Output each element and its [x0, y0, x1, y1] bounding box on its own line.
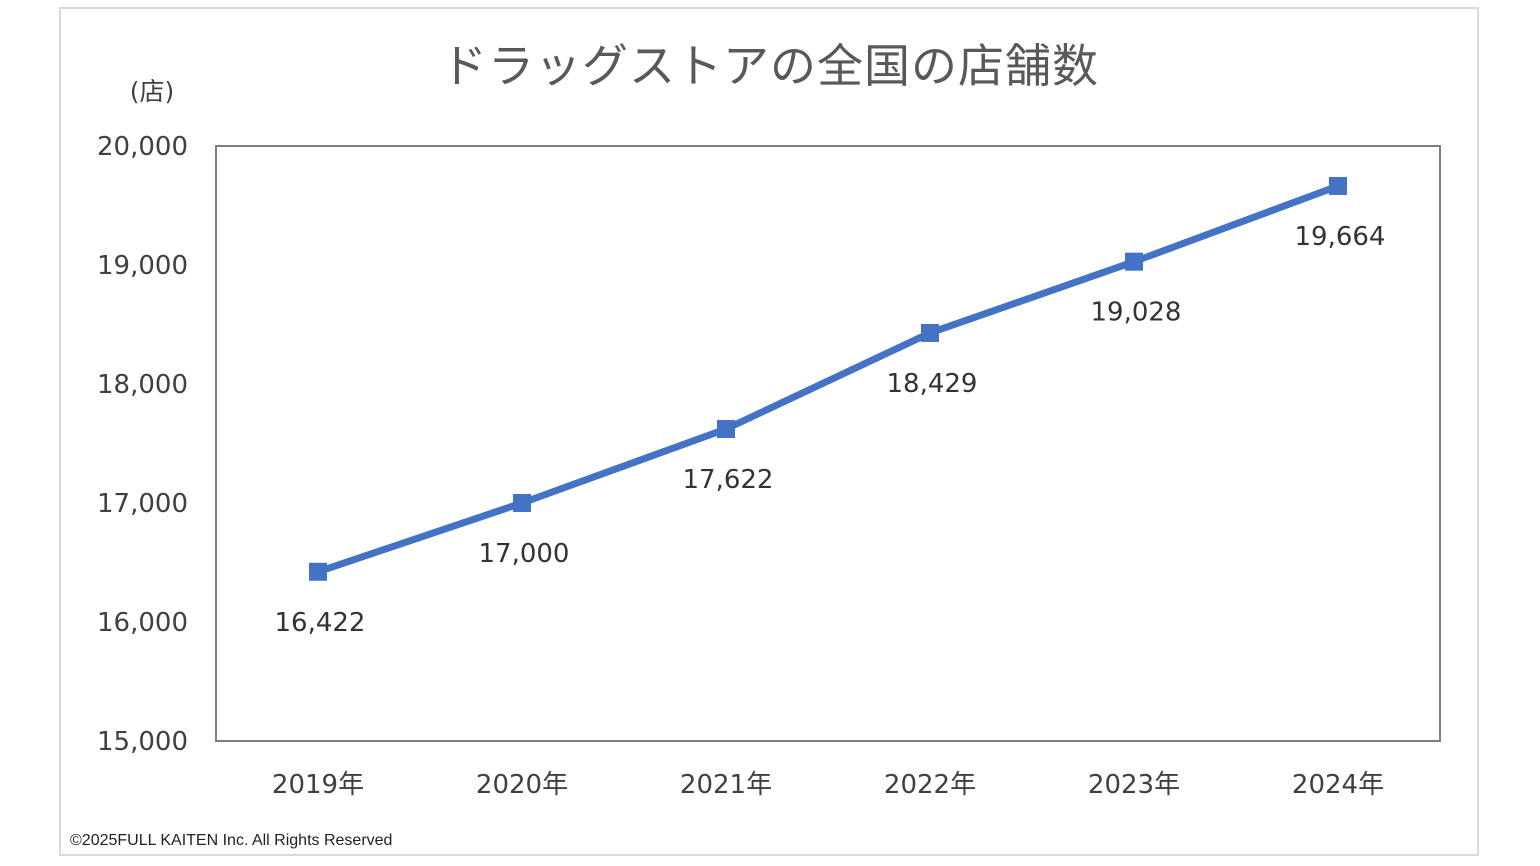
data-point-marker	[309, 562, 327, 581]
data-label: 18,429	[887, 369, 978, 399]
data-label: 19,028	[1091, 298, 1182, 328]
data-point-marker	[1125, 252, 1143, 271]
data-point-marker	[513, 494, 531, 512]
series-line	[316, 182, 1340, 576]
chart-frame	[59, 7, 1479, 856]
y-tick-label: 18,000	[97, 370, 188, 400]
data-label: 17,622	[683, 465, 774, 495]
data-label: 16,422	[275, 608, 366, 638]
data-point-marker	[717, 419, 735, 438]
series-layer	[309, 176, 1347, 581]
x-tick-labels: 2019年 2020年 2021年 2022年 2023年 2024年	[272, 770, 1384, 800]
data-point-marker	[1329, 176, 1347, 195]
y-axis-unit: (店)	[130, 77, 175, 106]
y-tick-labels: 15,000 16,000 17,000 18,000 19,000 20,000	[97, 132, 188, 757]
x-tick-label: 2022年	[884, 770, 976, 800]
data-label: 17,000	[479, 539, 570, 569]
x-tick-label: 2023年	[1088, 770, 1180, 800]
y-tick-label: 16,000	[97, 608, 188, 638]
y-tick-label: 19,000	[97, 251, 188, 281]
plot-area-border	[215, 145, 1441, 742]
x-tick-label: 2024年	[1292, 770, 1384, 800]
copyright-text: ©2025FULL KAITEN Inc. All Rights Reserve…	[70, 832, 393, 849]
y-tick-label: 15,000	[97, 727, 188, 757]
data-labels: 16,422 17,000 17,622 18,429 19,028 19,664	[275, 222, 1386, 638]
y-tick-label: 20,000	[97, 132, 188, 162]
x-tick-label: 2020年	[476, 770, 568, 800]
data-label: 19,664	[1295, 222, 1386, 252]
chart-title: ドラッグストアの全国の店舗数	[441, 39, 1099, 93]
data-point-marker	[921, 323, 939, 342]
y-tick-label: 17,000	[97, 489, 188, 519]
x-tick-label: 2019年	[272, 770, 364, 800]
x-tick-label: 2021年	[680, 770, 772, 800]
